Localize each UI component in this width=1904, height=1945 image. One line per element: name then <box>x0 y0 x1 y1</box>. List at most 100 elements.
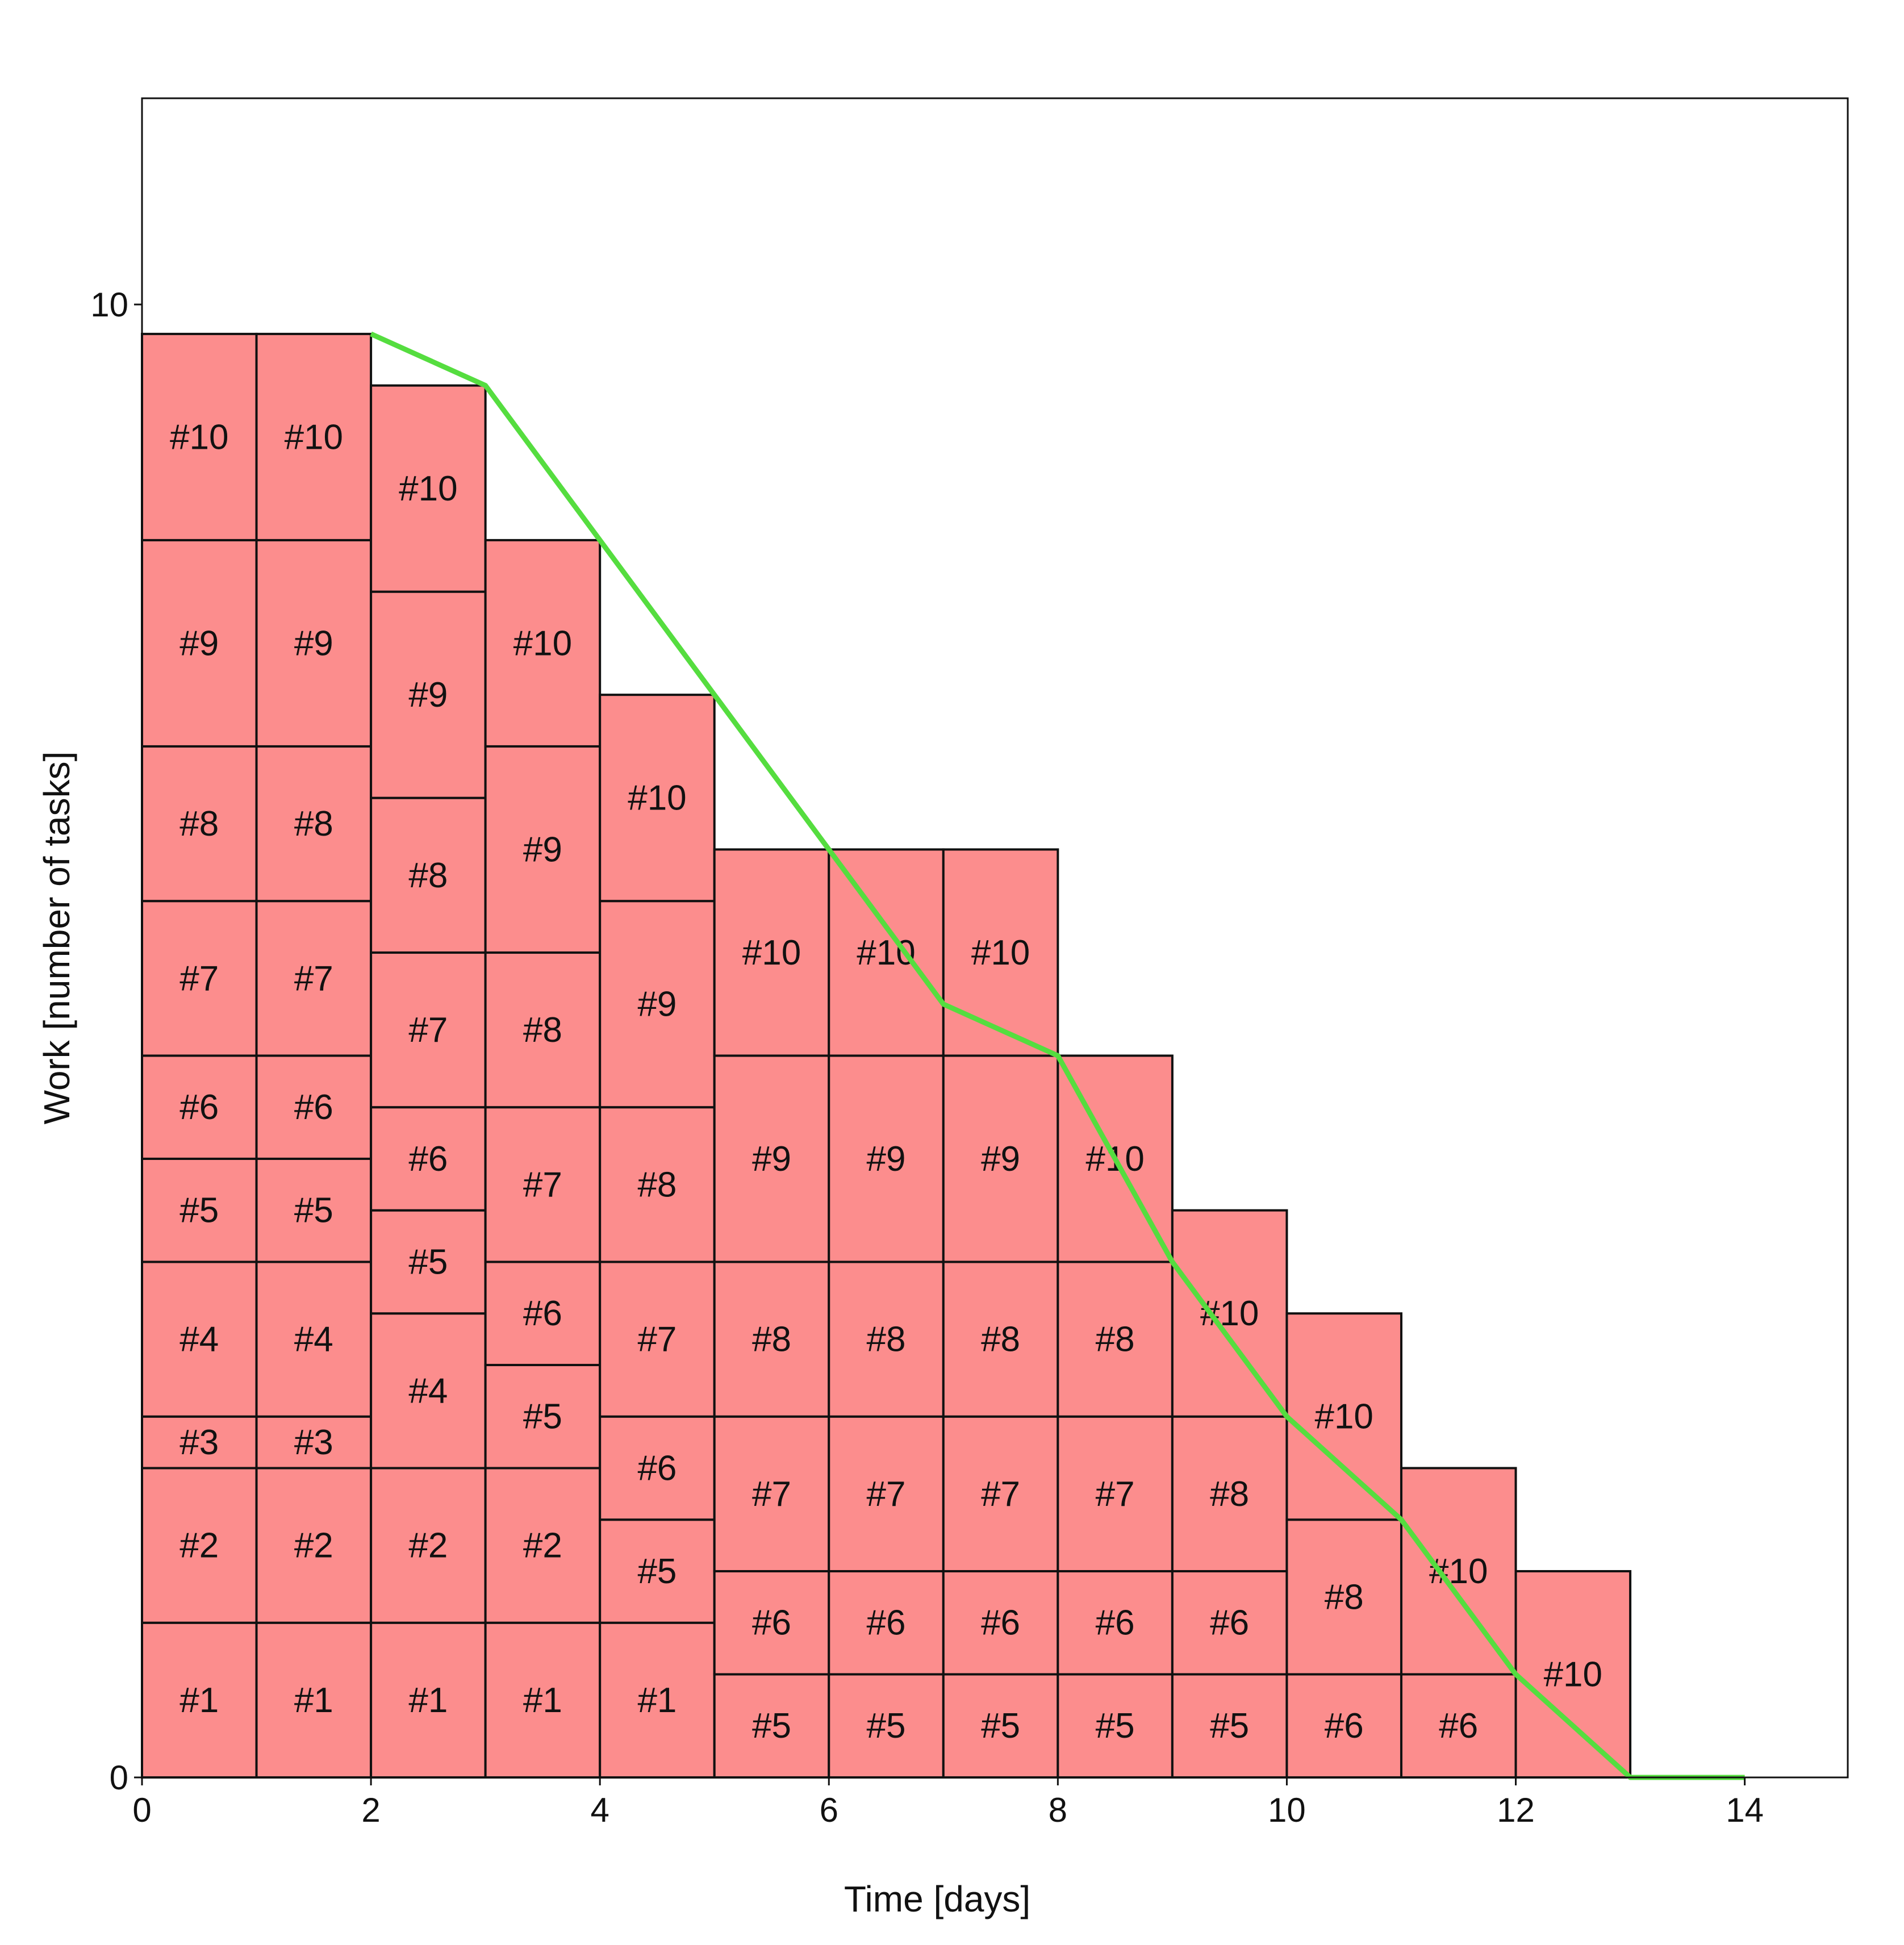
y-axis-ticks: 0 10 <box>90 286 142 1797</box>
remaining-work-line <box>370 331 1745 1780</box>
task-block <box>370 1106 487 1212</box>
task-block-label: #10 <box>513 624 572 663</box>
task-block <box>713 1415 830 1572</box>
plot-frame <box>141 97 1849 1779</box>
task-block-label: #6 <box>1096 1604 1135 1643</box>
task-block <box>942 1054 1059 1263</box>
bar-column: #5 #6 #7 #8 #9 #10 <box>942 848 1059 1779</box>
task-block-label: #8 <box>1096 1320 1135 1359</box>
task-block-label: #6 <box>1210 1604 1249 1643</box>
task-block <box>828 1415 945 1572</box>
task-block <box>484 1467 602 1624</box>
task-block <box>1057 1261 1174 1418</box>
task-block <box>942 1570 1059 1676</box>
task-block <box>255 900 373 1057</box>
task-block-label: #5 <box>867 1706 906 1746</box>
task-block-label: #5 <box>752 1706 791 1746</box>
task-block-label: #5 <box>1210 1706 1249 1746</box>
task-block-label: #2 <box>294 1526 333 1566</box>
task-block-label: #10 <box>170 418 228 457</box>
task-block <box>599 1621 716 1779</box>
task-block <box>1514 1570 1632 1779</box>
task-block-label: #9 <box>637 985 677 1024</box>
task-block-label: #6 <box>637 1449 677 1488</box>
task-block-label: #1 <box>179 1681 219 1720</box>
task-block-label: #2 <box>523 1526 562 1566</box>
task-block <box>370 384 487 593</box>
task-block <box>599 900 716 1109</box>
task-block <box>942 1415 1059 1572</box>
task-block-label: #8 <box>294 804 333 844</box>
y-tick-label: 0 <box>110 1759 128 1797</box>
task-block-label: #5 <box>294 1191 333 1230</box>
task-block-label: #10 <box>1544 1655 1602 1694</box>
task-block <box>1057 1415 1174 1572</box>
x-tick-label: 6 <box>820 1791 838 1829</box>
task-block-label: #9 <box>867 1140 906 1179</box>
task-block <box>484 1106 602 1263</box>
bar-column: #6#10 <box>1400 1467 1517 1779</box>
task-block-label: #7 <box>752 1475 791 1514</box>
task-block <box>484 1621 602 1779</box>
task-block-label: #9 <box>179 624 219 663</box>
task-block-label: #1 <box>523 1681 562 1720</box>
bar-column: #10 <box>1514 1570 1632 1779</box>
task-block-label: #5 <box>981 1706 1020 1746</box>
task-block-label: #8 <box>752 1320 791 1359</box>
task-block-label: #7 <box>1096 1475 1135 1514</box>
task-block-label: #10 <box>971 933 1030 972</box>
task-block-label: #10 <box>742 933 801 972</box>
task-block-label: #9 <box>294 624 333 663</box>
task-block <box>255 1054 373 1160</box>
x-tick-label: 4 <box>590 1791 609 1829</box>
x-tick-label: 2 <box>361 1791 380 1829</box>
task-block-label: #6 <box>752 1604 791 1643</box>
task-block <box>713 1673 830 1779</box>
task-block-label: #7 <box>637 1320 677 1359</box>
task-block-label: #8 <box>867 1320 906 1359</box>
task-block-label: #3 <box>294 1423 333 1462</box>
task-block <box>713 1570 830 1676</box>
task-block <box>484 539 602 748</box>
task-block <box>713 1054 830 1263</box>
task-block-label: #7 <box>523 1165 562 1204</box>
task-block-label: #3 <box>179 1423 219 1462</box>
bar-column: #5#6#8#10 <box>1171 1209 1288 1779</box>
task-block-label: #8 <box>981 1320 1020 1359</box>
task-block-label: #6 <box>179 1088 219 1127</box>
task-block-label: #6 <box>1325 1706 1364 1746</box>
task-block <box>370 1312 487 1470</box>
task-block-label: #8 <box>408 856 448 895</box>
task-block <box>141 1054 258 1160</box>
task-block-label: #5 <box>179 1191 219 1230</box>
task-block-label: #7 <box>294 959 333 998</box>
bar-column: #1 #2 #5 #6 #7 #8 #9 #10 <box>484 539 602 1779</box>
task-block-label: #2 <box>179 1526 219 1566</box>
task-block-label: #7 <box>867 1475 906 1514</box>
x-tick-label: 14 <box>1726 1791 1764 1829</box>
task-block <box>1171 1673 1288 1779</box>
task-block <box>141 1621 258 1779</box>
task-block-label: #6 <box>867 1604 906 1643</box>
task-block-label: #5 <box>523 1397 562 1437</box>
task-block-label: #7 <box>408 1011 448 1050</box>
task-block-label: #9 <box>523 830 562 869</box>
bar-column: #1 #5 #6 #7 #8 #9 #10 <box>599 694 716 1779</box>
x-axis-label: Time [days] <box>844 1879 1030 1919</box>
task-block <box>942 848 1059 1057</box>
task-block <box>141 745 258 903</box>
task-block-label: #10 <box>285 418 343 457</box>
task-block <box>1171 1415 1288 1572</box>
task-block-label: #10 <box>628 779 686 818</box>
task-block <box>1057 1570 1174 1676</box>
task-block-label: #1 <box>637 1681 677 1720</box>
task-block-label: #6 <box>1439 1706 1478 1746</box>
task-block-label: #1 <box>408 1681 448 1720</box>
task-block <box>713 1261 830 1418</box>
task-block <box>1285 1673 1402 1779</box>
task-block-label: #9 <box>408 675 448 715</box>
task-block-label: #2 <box>408 1526 448 1566</box>
task-block <box>1171 1209 1288 1418</box>
task-block-label: #4 <box>294 1320 333 1359</box>
